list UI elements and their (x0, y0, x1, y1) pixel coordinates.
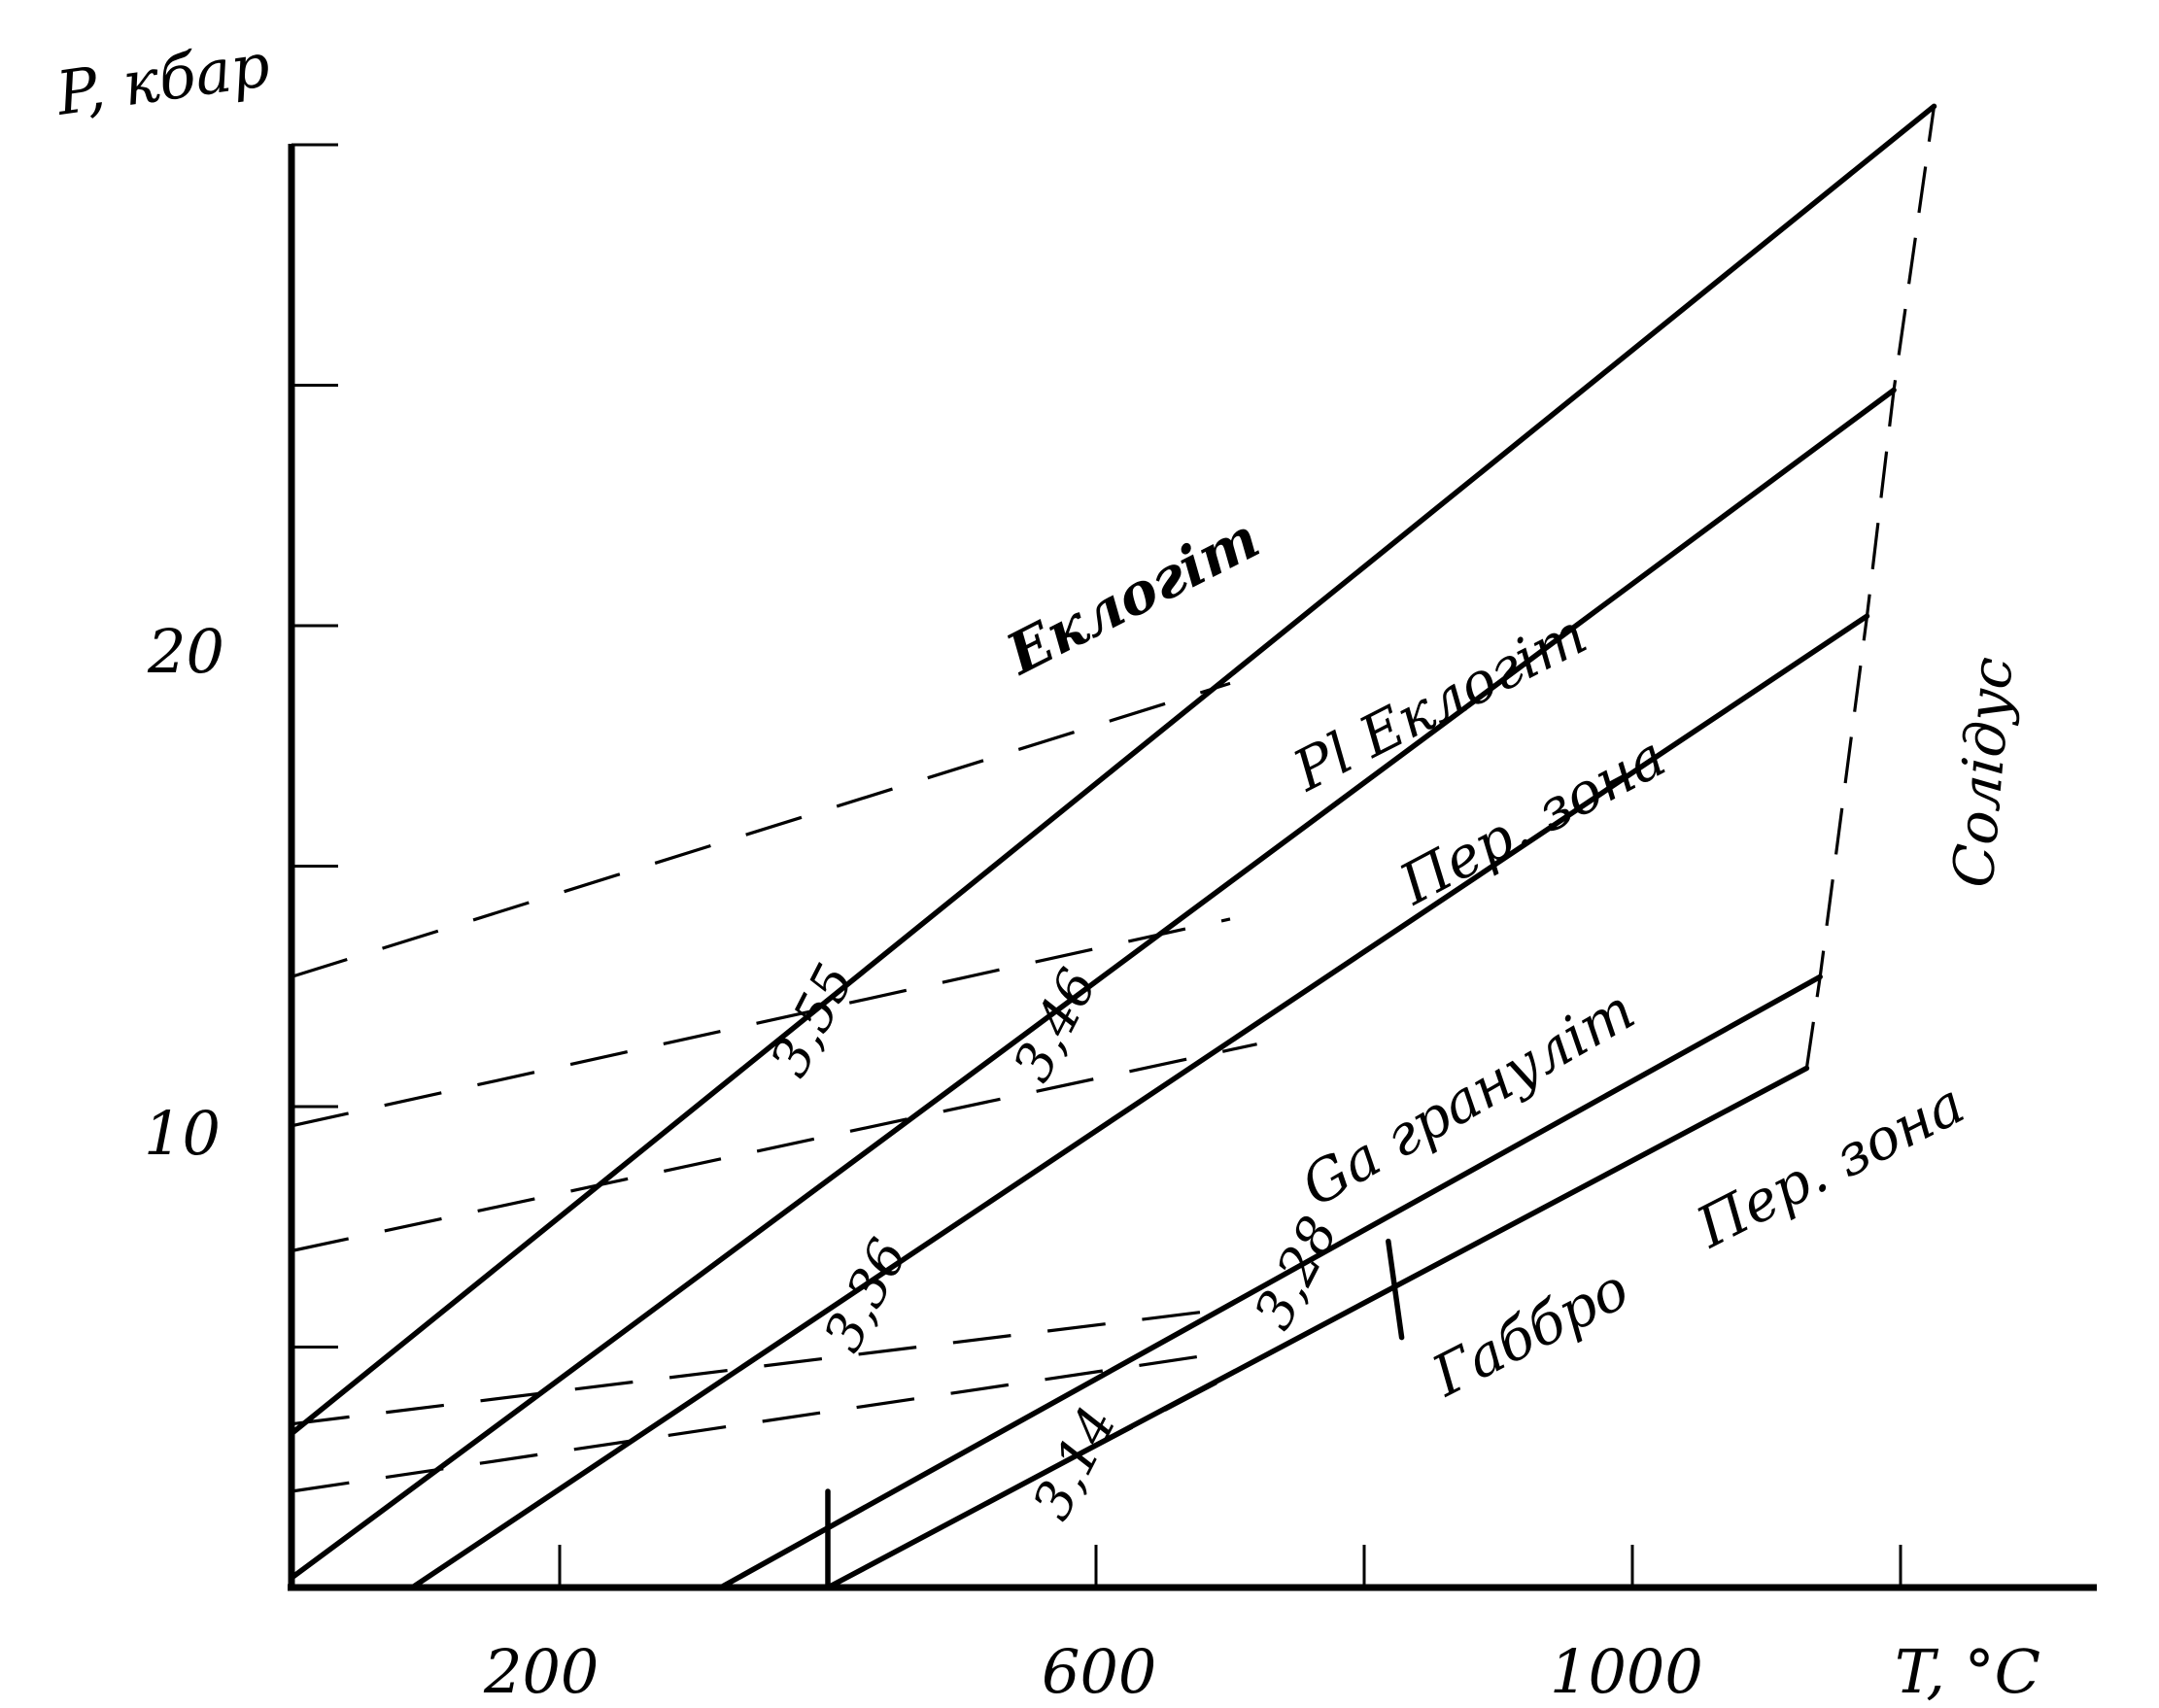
isopleth-label-3-14: 3,14 (1020, 1397, 1128, 1529)
zone-label-eclogite: Еклогіт (995, 504, 1270, 688)
x-tick-label-1000: 1000 (1550, 1636, 1703, 1707)
lines-layer (289, 103, 1937, 1590)
solidus-line (1804, 106, 1936, 1069)
isopleth-line-0 (291, 681, 1231, 978)
y-tick-label-20: 20 (147, 616, 224, 687)
isopleth-line-4 (291, 1349, 1231, 1493)
boundary-mark-1 (1386, 1238, 1405, 1341)
boundary-b3 (409, 613, 1870, 1590)
boundary-b1 (289, 103, 1937, 1437)
boundary-b2 (289, 387, 1897, 1581)
zone-label-gabbro: Габбро (1422, 1255, 1639, 1410)
ticks-layer (291, 143, 1902, 1588)
zone-label-transition-lower: Пер. зона (1686, 1070, 1975, 1260)
y-axis-title: P, кбар (51, 29, 274, 129)
isopleth-label-3-36: 3,36 (811, 1229, 919, 1361)
isopleth-line-2 (291, 1042, 1257, 1253)
solidus-label: Солідус (1939, 655, 2025, 891)
zone-label-transition-upper: Пер. зона (1388, 723, 1676, 918)
isopleth-label-3-46: 3,46 (1001, 959, 1109, 1091)
isopleth-line-1 (291, 917, 1231, 1128)
y-tick-label-10: 10 (144, 1098, 221, 1169)
isopleth-line-3 (291, 1307, 1231, 1426)
x-axis-title: T, °C (1895, 1636, 2040, 1707)
x-tick-label-200: 200 (483, 1636, 599, 1707)
x-tick-label-600: 600 (1042, 1636, 1156, 1707)
axes-layer (288, 144, 2097, 1591)
boundary-b4 (717, 974, 1823, 1590)
boundary-b5 (825, 1065, 1810, 1590)
